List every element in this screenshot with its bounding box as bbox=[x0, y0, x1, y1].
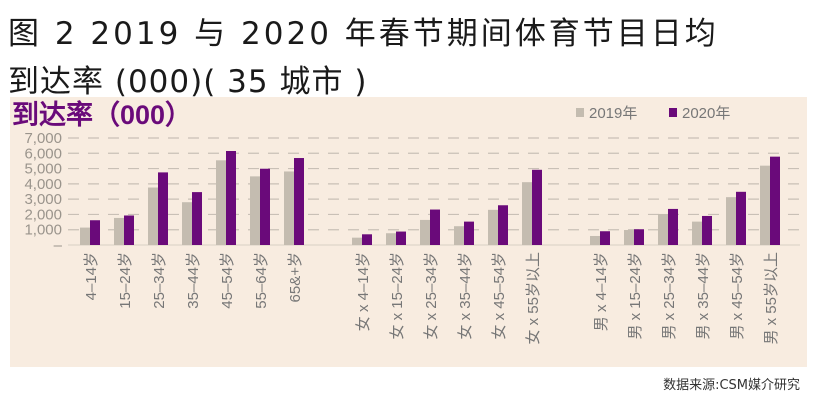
legend-label-2019: 2019年 bbox=[589, 105, 637, 122]
bar-2020 bbox=[634, 229, 644, 245]
legend-swatch-2019 bbox=[576, 108, 584, 117]
y-tick-label: 1,000 bbox=[24, 222, 62, 239]
y-tick-label: 3,000 bbox=[24, 191, 62, 208]
legend: 2019年 2020年 bbox=[576, 105, 730, 122]
bar-2019 bbox=[488, 209, 498, 245]
x-tick-label: 25–34岁 bbox=[151, 252, 168, 309]
source-note: 数据来源:CSM媒介研究 bbox=[663, 378, 800, 393]
bar-2020 bbox=[430, 209, 440, 245]
x-tick-label: 女 x 55岁以上 bbox=[524, 252, 542, 345]
y-tick-label: – bbox=[54, 237, 63, 254]
bars bbox=[80, 150, 780, 245]
x-tick-label: 女 x 35–44岁 bbox=[456, 252, 474, 340]
x-tick-label: 15–24岁 bbox=[117, 252, 134, 309]
bar-2020 bbox=[498, 205, 508, 245]
bar-2019 bbox=[148, 187, 158, 245]
bar-2020 bbox=[192, 192, 202, 245]
bar-2020 bbox=[124, 215, 134, 245]
bar-2019 bbox=[692, 221, 702, 245]
x-tick-label: 男 x 15–24岁 bbox=[627, 252, 644, 340]
y-tick-label: 5,000 bbox=[24, 161, 62, 178]
y-tick-label: 6,000 bbox=[24, 145, 62, 162]
x-tick-label: 男 x 4–14岁 bbox=[593, 252, 610, 331]
y-tick-label: 4,000 bbox=[24, 176, 62, 193]
legend-label-2020: 2020年 bbox=[682, 105, 730, 122]
bar-2019 bbox=[726, 197, 736, 245]
x-tick-label: 男 x 25–34岁 bbox=[661, 252, 678, 340]
bar-2020 bbox=[158, 172, 168, 245]
x-tick-label: 65&+岁 bbox=[287, 252, 304, 302]
bar-2020 bbox=[532, 169, 542, 245]
x-tick-label: 男 x 45–54岁 bbox=[729, 252, 746, 340]
bar-2020 bbox=[90, 220, 100, 245]
bar-2020 bbox=[260, 168, 270, 245]
bar-2019 bbox=[454, 226, 464, 245]
bar-2019 bbox=[284, 171, 294, 245]
x-tick-label: 4–14岁 bbox=[83, 252, 100, 300]
bar-2020 bbox=[600, 231, 610, 245]
bar-2020 bbox=[396, 231, 406, 245]
bar-2020 bbox=[770, 156, 780, 245]
bar-2019 bbox=[216, 160, 226, 245]
x-tick-label: 45–54岁 bbox=[219, 252, 236, 309]
x-axis: 4–14岁 15–24岁 25–34岁 35–44岁 45–54岁 55–64岁 65&+岁… bbox=[83, 252, 780, 345]
bar-2020 bbox=[294, 158, 304, 245]
x-tick-label: 男 x 55岁以上 bbox=[763, 252, 780, 345]
x-tick-label: 女 x 25–34岁 bbox=[422, 252, 440, 340]
legend-swatch-2020 bbox=[669, 108, 677, 117]
bar-2019 bbox=[386, 233, 396, 245]
bar-2020 bbox=[736, 191, 746, 245]
bar-2019 bbox=[624, 230, 634, 245]
figure-title-line2: 到达率 (000)( 35 城市 ) bbox=[8, 64, 368, 100]
bar-2019 bbox=[658, 213, 668, 245]
bar-2020 bbox=[362, 234, 372, 245]
bar-2019 bbox=[80, 227, 90, 245]
bar-2020 bbox=[226, 150, 236, 245]
chart-title: 到达率（000） bbox=[12, 99, 192, 130]
figure-title-line1: 图 2 2019 与 2020 年春节期间体育节目日均 bbox=[8, 16, 719, 52]
bar-2019 bbox=[420, 219, 430, 245]
bar-2019 bbox=[522, 182, 532, 245]
x-tick-label: 女 x 15–24岁 bbox=[388, 252, 406, 340]
x-tick-label: 男 x 35–44岁 bbox=[695, 252, 712, 340]
bar-2019 bbox=[760, 165, 770, 245]
bar-2020 bbox=[464, 221, 474, 245]
bar-2019 bbox=[182, 202, 192, 245]
bar-2020 bbox=[668, 208, 678, 245]
x-tick-label: 35–44岁 bbox=[185, 252, 202, 309]
y-tick-label: 7,000 bbox=[24, 130, 62, 147]
y-tick-label: 2,000 bbox=[24, 206, 62, 223]
bar-2019 bbox=[114, 217, 124, 245]
bar-2020 bbox=[702, 215, 712, 245]
x-tick-label: 女 x 4–14岁 bbox=[354, 252, 372, 331]
x-tick-label: 55–64岁 bbox=[253, 252, 270, 309]
bar-2019 bbox=[250, 176, 260, 245]
bar-2019 bbox=[590, 235, 600, 245]
x-tick-label: 女 x 45–54岁 bbox=[490, 252, 508, 340]
bar-2019 bbox=[352, 237, 362, 245]
